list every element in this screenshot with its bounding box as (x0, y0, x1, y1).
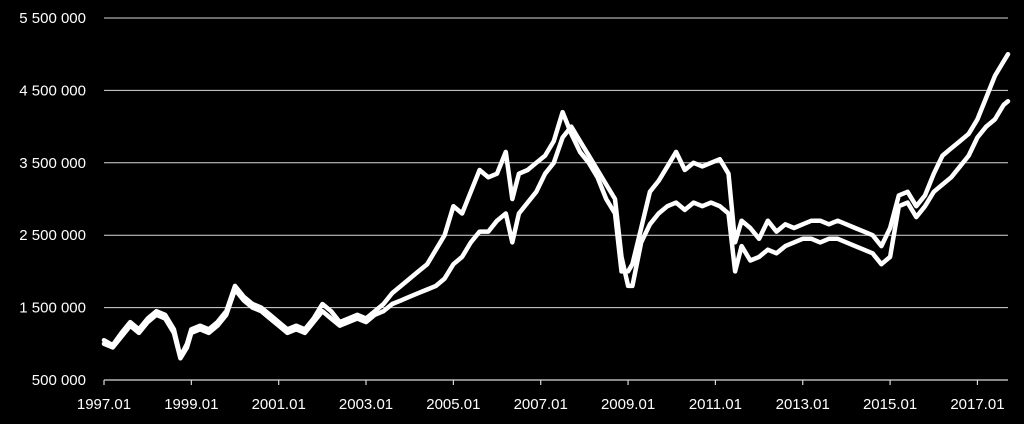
x-tick-label: 2005.01 (426, 396, 480, 413)
y-tick-label: 4 500 000 (19, 82, 86, 99)
x-tick-label: 2011.01 (689, 396, 742, 413)
series-line-2 (101, 99, 1011, 361)
x-tick-label: 2015.01 (863, 396, 917, 413)
x-axis-tick-labels: 1997.01 1999.01 2001.01 2003.01 2005.01 2007.… (77, 380, 1005, 413)
y-tick-label: 1 500 000 (19, 300, 86, 317)
x-tick-label: 2007.01 (514, 396, 568, 413)
x-tick-label: 2009.01 (601, 396, 655, 413)
x-tick-label: 1999.01 (164, 396, 218, 413)
x-tick-label: 2017.01 (950, 396, 1004, 413)
x-tick-label: 1997.01 (77, 396, 131, 413)
x-tick-label: 2003.01 (339, 396, 393, 413)
x-tick-label: 2001.01 (252, 396, 306, 413)
y-tick-label: 5 500 000 (19, 10, 86, 27)
y-tick-label: 3 500 000 (19, 155, 86, 172)
series-lines (101, 51, 1011, 361)
series-line-1 (101, 51, 1011, 360)
x-tick-label: 2013.01 (776, 396, 830, 413)
y-tick-label: 2 500 000 (19, 227, 86, 244)
y-tick-label: 500 000 (32, 372, 86, 389)
y-axis-tick-labels: 500 000 1 500 000 2 500 000 3 500 000 4 500 … (19, 10, 86, 389)
